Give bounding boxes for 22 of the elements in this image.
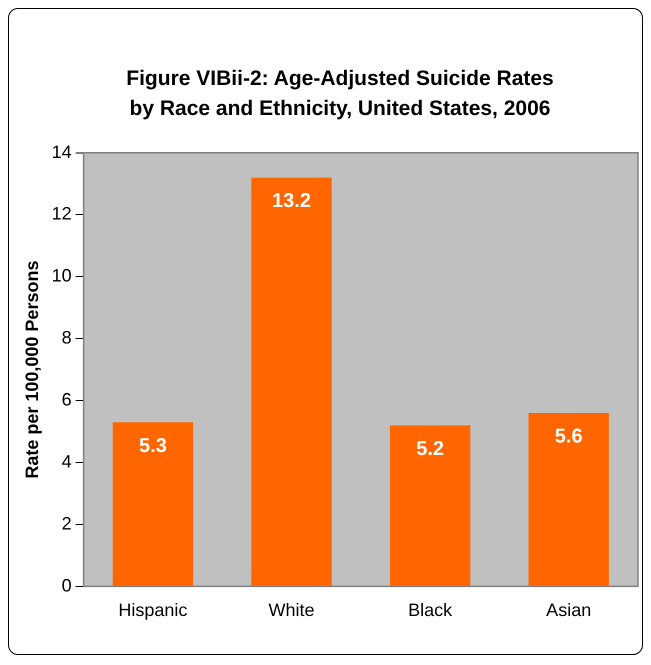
bar — [251, 178, 332, 586]
x-tick-label: Hispanic — [118, 600, 188, 620]
x-tick-label: White — [268, 600, 315, 620]
y-tick-label: 12 — [52, 204, 72, 224]
data-label: 5.3 — [139, 434, 167, 457]
y-tick-label: 8 — [62, 328, 72, 348]
chart-title: Figure VIBii-2: Age-Adjusted Suicide Rates by Race and Ethnicity, United States, 2006 — [125, 66, 555, 122]
x-tick-label: Asian — [546, 600, 592, 620]
bar — [112, 422, 194, 586]
bar — [390, 425, 470, 586]
y-tick-label: 2 — [62, 513, 72, 534]
y-tick-label: 10 — [52, 266, 72, 286]
y-tick-label: 0 — [62, 575, 72, 596]
x-tick-label: Black — [408, 600, 454, 620]
bar — [528, 412, 609, 586]
y-tick-label: 6 — [62, 390, 72, 410]
data-label: 5.2 — [416, 438, 444, 460]
y-axis-title: Rate per 100,000 Persons — [22, 260, 42, 479]
y-tick-label: 14 — [52, 142, 72, 162]
data-label: 5.6 — [554, 425, 583, 448]
y-tick-label: 4 — [62, 451, 72, 472]
data-label: 13.2 — [272, 190, 311, 212]
